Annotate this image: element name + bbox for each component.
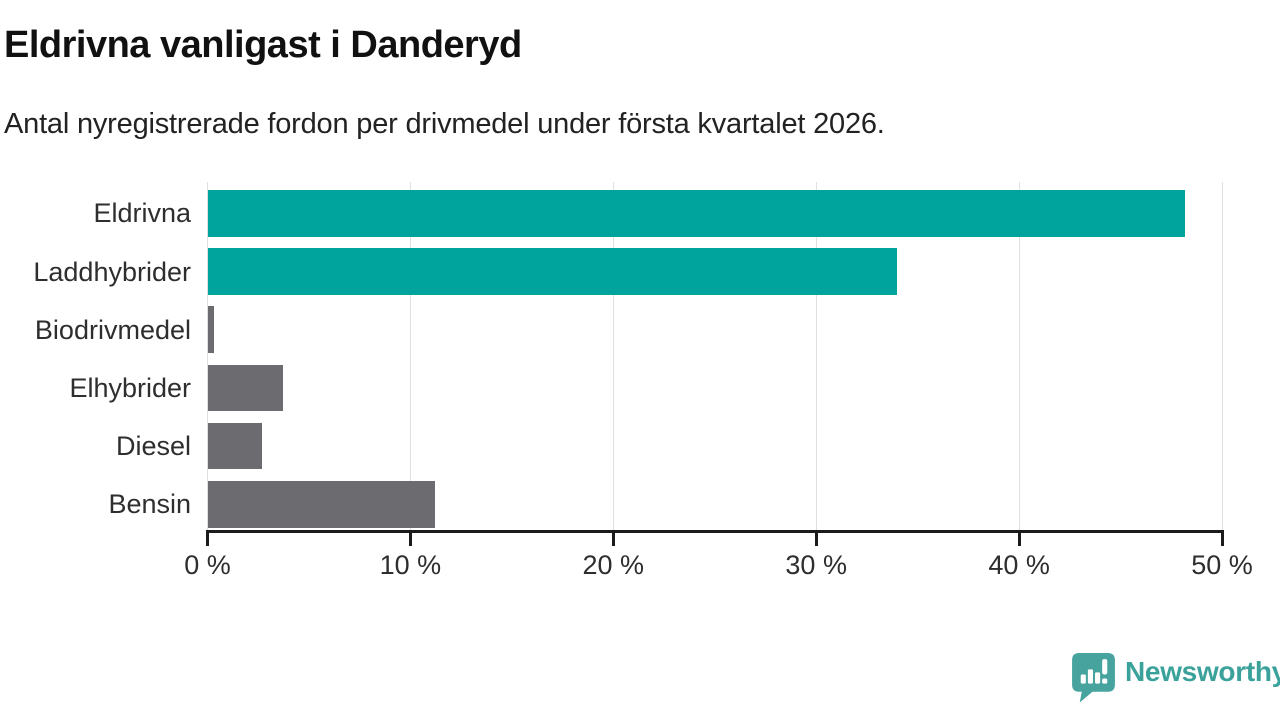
category-label-biodrivmedel: Biodrivmedel <box>34 314 191 345</box>
gridline-40 <box>1018 182 1020 530</box>
x-tick-50 <box>1220 533 1224 546</box>
category-label-laddhybrider: Laddhybrider <box>33 256 191 287</box>
x-tick-label-10: 10 % <box>379 550 442 580</box>
x-tick-20 <box>611 533 615 546</box>
x-tick-label-40: 40 % <box>988 550 1050 580</box>
bar-chart-plot-area: Eldrivna Laddhybrider Biodrivmedel Elhybrid… <box>33 182 1253 580</box>
x-tick-label-50: 50 % <box>1191 550 1253 580</box>
x-tick-label-0: 0 % <box>184 550 231 580</box>
bar-diesel <box>207 422 263 470</box>
bar-biodrivmedel <box>207 306 214 354</box>
gridline-20 <box>612 182 614 530</box>
chart-subtitle: Antal nyregistrerade fordon per drivmede… <box>4 108 885 140</box>
category-label-elhybrider: Elhybrider <box>69 372 191 403</box>
x-tick-40 <box>1017 533 1021 546</box>
bar-laddhybrider <box>207 248 898 295</box>
category-label-eldrivna: Eldrivna <box>93 198 191 229</box>
x-tick-label-20: 20 % <box>582 550 645 580</box>
newsworthy-icon <box>1072 653 1115 703</box>
x-tick-30 <box>814 533 818 546</box>
x-tick-0 <box>206 533 209 546</box>
newsworthy-wordmark: Newsworthy <box>1125 656 1280 687</box>
category-label-diesel: Diesel <box>115 431 191 462</box>
newsworthy-logo: Newsworthy <box>1071 652 1280 703</box>
x-axis-line <box>206 530 1224 533</box>
gridline-50 <box>1221 182 1223 530</box>
gridline-0 <box>207 182 208 530</box>
bar-elhybrider <box>207 364 283 412</box>
category-label-bensin: Bensin <box>108 489 191 520</box>
bar-eldrivna <box>207 190 1186 237</box>
x-tick-label-30: 30 % <box>785 550 847 580</box>
chart-title: Eldrivna vanligast i Danderyd <box>4 24 522 66</box>
bar-bensin <box>207 481 435 528</box>
x-tick-10 <box>408 533 412 546</box>
gridline-30 <box>815 182 817 530</box>
gridline-10 <box>409 182 411 530</box>
